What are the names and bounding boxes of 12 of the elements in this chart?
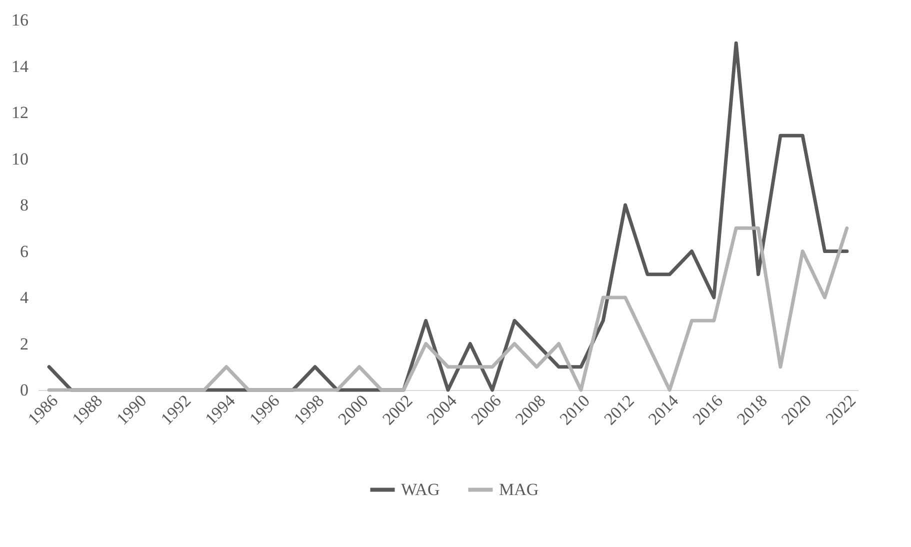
- legend-label: WAG: [401, 480, 440, 499]
- legend-label: MAG: [499, 480, 539, 499]
- y-tick-label: 16: [12, 10, 28, 30]
- y-tick-label: 2: [20, 334, 28, 354]
- y-tick-label: 6: [20, 242, 28, 261]
- y-tick-label: 14: [12, 56, 29, 76]
- y-tick-label: 12: [12, 103, 28, 122]
- y-tick-label: 4: [20, 288, 29, 307]
- y-tick-label: 8: [20, 196, 28, 214]
- y-tick-label: 10: [12, 149, 28, 168]
- y-tick-label: 0: [20, 380, 28, 400]
- line-series: [47, 226, 849, 392]
